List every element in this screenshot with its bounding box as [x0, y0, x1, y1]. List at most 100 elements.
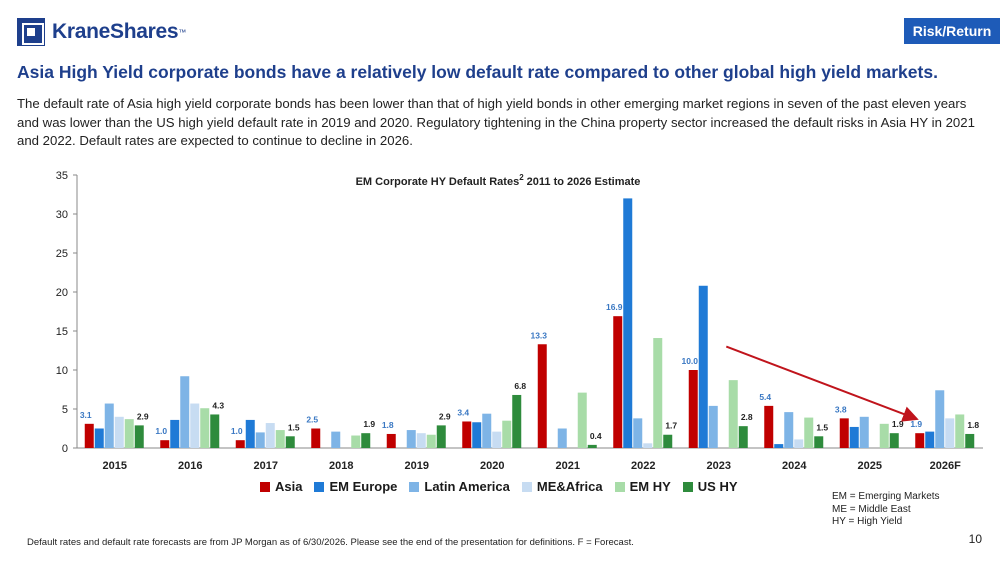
bar-us-hy — [889, 433, 899, 448]
legend-item-em-europe: EM Europe — [314, 479, 397, 494]
bar-asia — [462, 421, 472, 448]
x-tick-label: 2023 — [707, 460, 731, 472]
bar-em-europe — [94, 428, 104, 448]
legend-label: EM HY — [629, 479, 671, 494]
data-label-us-hy: 1.5 — [288, 422, 300, 432]
bar-em-hy — [200, 408, 210, 448]
y-tick-label: 35 — [56, 170, 68, 182]
bar-em-europe — [849, 426, 859, 448]
bar-latin-america — [557, 428, 567, 448]
bar-asia — [537, 344, 547, 448]
bar-us-hy — [814, 436, 824, 448]
legend-label: US HY — [697, 479, 738, 494]
data-label-us-hy: 1.9 — [892, 419, 904, 429]
data-label-asia: 10.0 — [681, 356, 698, 366]
bar-em-hy — [955, 414, 965, 448]
bar-latin-america — [255, 432, 265, 448]
data-label-us-hy: 2.9 — [439, 411, 451, 421]
bar-me-africa — [114, 416, 124, 448]
legend-swatch — [521, 481, 532, 492]
bar-me-africa — [190, 403, 200, 448]
bar-me-africa — [492, 431, 502, 448]
legend-label: Asia — [275, 479, 303, 494]
bar-asia — [688, 370, 698, 448]
x-tick-label: 2021 — [556, 460, 580, 472]
abbreviation-notes: EM = Emerging Markets ME = Middle East H… — [832, 491, 940, 529]
section-tag: Risk/Return — [904, 18, 1000, 44]
bar-em-europe — [925, 431, 935, 448]
y-tick-label: 25 — [56, 248, 68, 260]
x-tick-label: 2022 — [631, 460, 655, 472]
bar-us-hy — [663, 434, 673, 448]
bar-asia — [764, 405, 774, 448]
y-tick-label: 20 — [56, 287, 68, 299]
x-tick-label: 2015 — [103, 460, 127, 472]
legend-label: Latin America — [424, 479, 510, 494]
data-label-us-hy: 1.8 — [967, 420, 979, 430]
bar-us-hy — [134, 425, 144, 448]
bar-us-hy — [512, 394, 522, 448]
body-paragraph: The default rate of Asia high yield corp… — [17, 96, 975, 148]
data-label-asia: 3.8 — [835, 404, 847, 414]
bar-me-africa — [945, 418, 955, 448]
y-tick-label: 10 — [56, 365, 68, 377]
data-label-asia: 3.4 — [457, 407, 469, 417]
data-label-asia: 1.9 — [910, 419, 922, 429]
bar-latin-america — [331, 431, 341, 448]
y-tick-label: 15 — [56, 326, 68, 338]
legend-swatch — [260, 481, 270, 492]
legend-swatch — [614, 481, 625, 492]
legend-item-latin-america: Latin America — [409, 479, 510, 494]
legend-swatch — [682, 481, 693, 492]
logo-trademark: ™ — [178, 27, 187, 37]
bar-asia — [84, 423, 94, 448]
note-em: EM = Emerging Markets — [832, 491, 940, 502]
bar-us-hy — [361, 433, 371, 448]
data-label-asia: 1.8 — [382, 420, 394, 430]
bar-me-africa — [643, 443, 653, 448]
bar-em-europe — [623, 198, 633, 448]
data-label-us-hy: 1.9 — [363, 419, 375, 429]
x-tick-label: 2018 — [329, 460, 353, 472]
bar-asia — [839, 418, 849, 448]
trend-arrow-line — [725, 345, 919, 422]
y-tick-label: 5 — [62, 404, 68, 416]
bar-em-hy — [577, 392, 587, 448]
chart-title-suffix: 2011 to 2026 Estimate — [527, 176, 641, 188]
x-tick-label: 2019 — [405, 460, 429, 472]
trend-arrow — [725, 345, 919, 422]
data-label-us-hy: 1.5 — [816, 422, 828, 432]
x-tick-label: 2017 — [254, 460, 278, 472]
bar-latin-america — [633, 418, 643, 448]
chart-title-main: EM Corporate HY Default Rates — [356, 176, 520, 188]
bar-asia — [311, 428, 321, 448]
data-label-asia: 13.3 — [530, 330, 547, 340]
kraneshares-logo-icon — [17, 18, 45, 46]
chart-title: EM Corporate HY Default Rates2 2011 to 20… — [356, 173, 641, 188]
bar-em-hy — [351, 435, 361, 448]
data-label-asia: 5.4 — [759, 392, 771, 402]
bar-latin-america — [859, 416, 869, 448]
data-label-us-hy: 2.8 — [741, 412, 753, 422]
bar-latin-america — [482, 413, 492, 448]
chart-data-labels: 3.1 2.9 1.0 4.3 1.0 1.5 2.5 1.9 1.8 2.9 3.4 6.8 13.3… — [80, 302, 980, 441]
data-label-us-hy: 1.7 — [665, 421, 677, 431]
bar-em-hy — [728, 380, 738, 448]
legend-label: ME&Africa — [536, 479, 603, 494]
bar-em-hy — [879, 423, 889, 448]
bar-em-europe — [245, 419, 255, 448]
y-tick-label: 30 — [56, 209, 68, 221]
data-label-asia: 2.5 — [306, 415, 318, 425]
bar-latin-america — [935, 390, 945, 448]
bar-us-hy — [738, 426, 748, 448]
data-label-us-hy: 4.3 — [212, 400, 224, 410]
legend-item-em-hy: EM HY — [614, 479, 671, 494]
chart-title-superscript: 2 — [519, 173, 524, 182]
bar-asia — [160, 440, 170, 448]
legend-label: EM Europe — [329, 479, 398, 494]
bar-us-hy — [285, 436, 295, 448]
data-label-us-hy: 6.8 — [514, 381, 526, 391]
data-label-us-hy: 0.4 — [590, 431, 602, 441]
legend-item-asia: Asia — [260, 479, 302, 494]
